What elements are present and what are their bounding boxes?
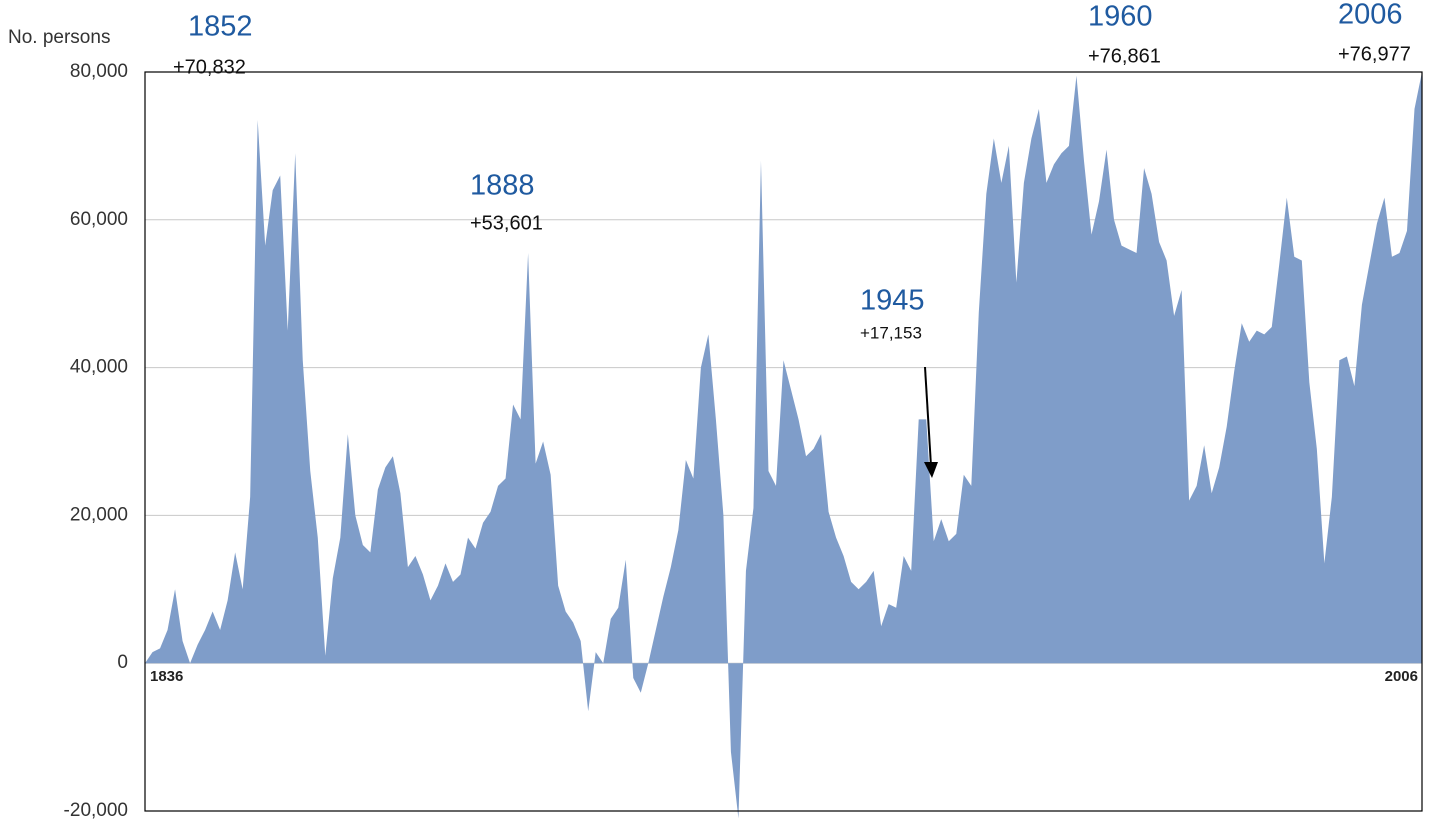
annotation-change: +76,861 bbox=[1088, 45, 1161, 67]
y-axis-label: No. persons bbox=[8, 27, 110, 48]
annotation-change: +70,832 bbox=[173, 56, 246, 78]
annotation-year: 2006 bbox=[1338, 0, 1403, 31]
annotation-change: +17,153 bbox=[860, 323, 922, 342]
annotation-year: 1945 bbox=[860, 285, 925, 317]
annotation-arrow bbox=[924, 366, 932, 467]
y-tick-label: 60,000 bbox=[70, 209, 128, 230]
x-tick-label: 2006 bbox=[1385, 668, 1418, 685]
annotation-year: 1852 bbox=[188, 11, 253, 43]
plot: -20,000 0 20,000 40,000 60,000 80,000 1836 2006… bbox=[64, 0, 1423, 819]
y-tick-label: 0 bbox=[117, 652, 128, 673]
y-tick-label: -20,000 bbox=[64, 800, 128, 819]
y-tick-label: 40,000 bbox=[70, 357, 128, 378]
annotation-change: +53,601 bbox=[470, 212, 543, 234]
y-tick-label: 20,000 bbox=[70, 504, 128, 525]
annotation-year: 1888 bbox=[470, 170, 535, 202]
plot-frame bbox=[144, 71, 1423, 812]
x-tick-label: 1836 bbox=[150, 668, 183, 685]
area bbox=[145, 72, 1422, 819]
y-tick-label: 80,000 bbox=[70, 61, 128, 82]
arrow-head bbox=[924, 462, 938, 478]
annotation-year: 1960 bbox=[1088, 1, 1153, 33]
annotation-change: +76,977 bbox=[1338, 43, 1411, 65]
